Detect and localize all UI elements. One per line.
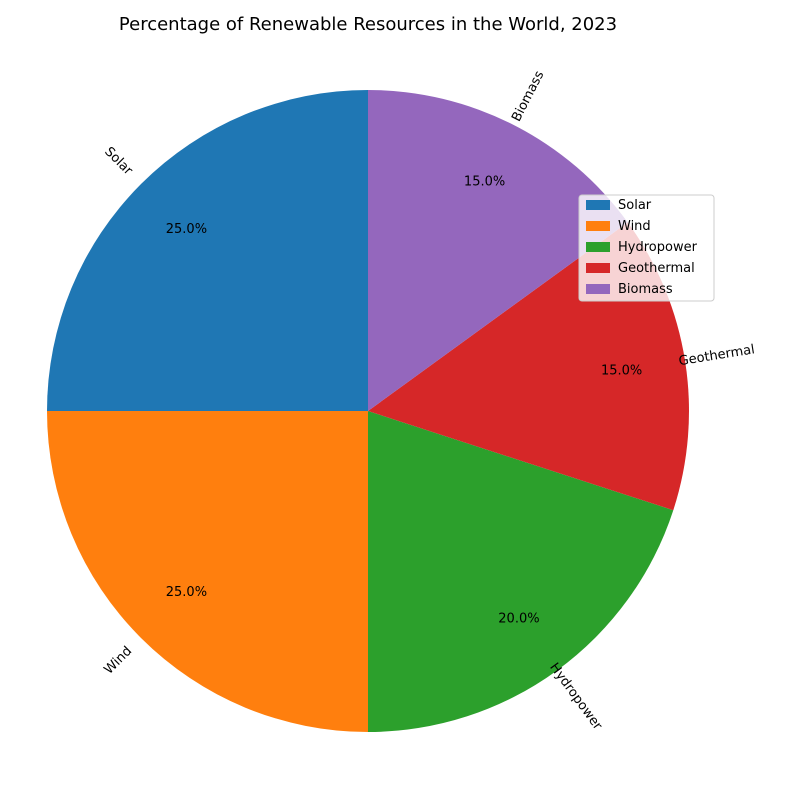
slices-layer [47, 90, 690, 732]
slice-label-hydropower: Hydropower [546, 660, 605, 733]
pie-slice-biomass [368, 90, 628, 411]
pie-slice-hydropower [368, 411, 674, 732]
legend-label-hydropower: Hydropower [618, 240, 698, 255]
legend-swatch-hydropower [586, 242, 610, 252]
legend-label-wind: Wind [618, 219, 651, 234]
pct-label-biomass: 15.0% [464, 175, 505, 190]
pct-label-solar: 25.0% [166, 222, 207, 237]
pie-slice-wind [47, 411, 368, 732]
chart-title: Percentage of Renewable Resources in the… [119, 14, 617, 35]
legend-label-biomass: Biomass [618, 282, 673, 297]
legend: Solar Wind Hydropower Geothermal Biomass [578, 194, 715, 302]
pie-slice-solar [47, 90, 368, 411]
legend-frame [578, 194, 715, 302]
pct-label-wind: 25.0% [166, 585, 207, 600]
legend-swatch-solar [586, 200, 610, 210]
legend-label-geothermal: Geothermal [618, 261, 695, 276]
pct-label-geothermal: 15.0% [601, 363, 642, 378]
pct-label-hydropower: 20.0% [498, 611, 539, 626]
slice-label-geothermal: Geothermal [678, 342, 756, 369]
slice-label-wind: Wind [101, 644, 135, 678]
legend-label-solar: Solar [618, 198, 652, 213]
legend-swatch-wind [586, 221, 610, 231]
legend-swatch-geothermal [586, 263, 610, 273]
slice-label-solar: Solar [101, 144, 135, 178]
legend-swatch-biomass [586, 284, 610, 294]
slice-label-biomass: Biomass [509, 68, 547, 124]
